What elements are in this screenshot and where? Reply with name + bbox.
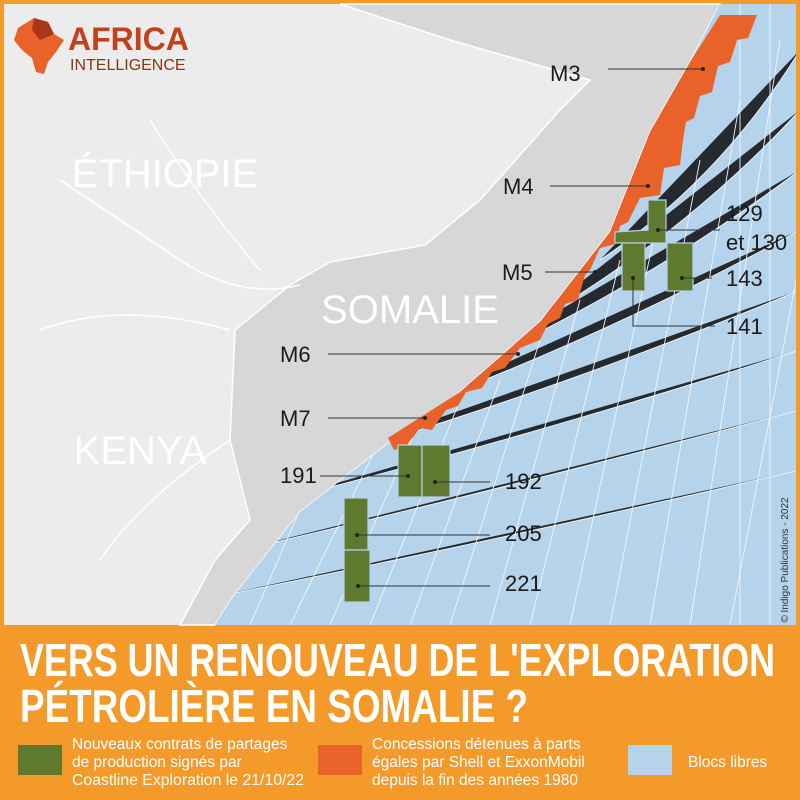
country-label: ÉTHIOPIE [72,151,259,196]
legend: Nouveaux contrats de partages de product… [18,736,767,789]
country-label: KENYA [74,429,207,473]
legend-swatch [628,745,672,775]
block-label: 205 [505,521,542,546]
legend-swatch [318,745,362,775]
leader-lines [320,68,720,587]
new-blocks [343,199,694,603]
block-191 [397,444,423,498]
block-label: 192 [505,469,542,494]
block-label: M5 [502,260,533,285]
block-label: et 130 [726,230,787,255]
dot [423,416,427,420]
block-129-130 [614,199,667,244]
dot [516,352,520,356]
logo-tagline: INTELLIGENCE [70,57,186,74]
dot [656,228,660,232]
legend-text: Nouveaux contrats de partages [72,736,288,753]
block-label: 191 [280,463,317,488]
block-label: M3 [550,61,581,86]
country-label: SOMALIE [321,288,499,332]
logo-icon-shade [32,18,54,40]
leader-dots [355,67,705,588]
credit: © Indigo Publications - 2022 [780,497,791,623]
block-label: 143 [726,266,763,291]
block-221 [343,549,371,603]
legend-text: Concessions détenues à parts [372,736,581,753]
dot [593,270,597,274]
legend-text: Blocs libres [688,754,767,771]
dot [433,480,437,484]
logo-name: AFRICA [68,21,189,57]
concessions [388,15,757,450]
dot [356,584,360,588]
legend-text: de production signés par [72,754,242,771]
dot [701,67,705,71]
block-label: 141 [726,314,763,339]
title-line: VERS UN RENOUVEAU DE L'EXPLORATION [20,634,775,686]
block-label: M7 [280,406,311,431]
dot [406,474,410,478]
title-line: PÉTROLIÈRE EN SOMALIE ? [20,680,528,732]
block-label: M4 [503,174,534,199]
title: VERS UN RENOUVEAU DE L'EXPLORATION PÉTRO… [20,634,775,732]
block-label: 129 [726,201,763,226]
logo: AFRICA INTELLIGENCE [14,18,189,74]
dot [631,276,635,280]
legend-text: Coastline Exploration le 21/10/22 [72,772,304,789]
dot [355,533,359,537]
legend-swatch [18,745,62,775]
legend-text: depuis la fin des années 1980 [372,772,578,789]
dot [646,184,650,188]
legend-text: égales par Shell et ExxonMobil [372,754,585,771]
block-143 [666,242,694,292]
block-205 [343,497,369,551]
block-label: 221 [505,571,542,596]
dot [680,276,684,280]
block-192 [421,444,451,498]
block-label: M6 [280,342,311,367]
block-labels: M3 M4 M5 M6 M7 129 et 130 143 141 191 19… [280,61,787,596]
borders-rivers [39,119,301,561]
leaders [320,67,720,588]
